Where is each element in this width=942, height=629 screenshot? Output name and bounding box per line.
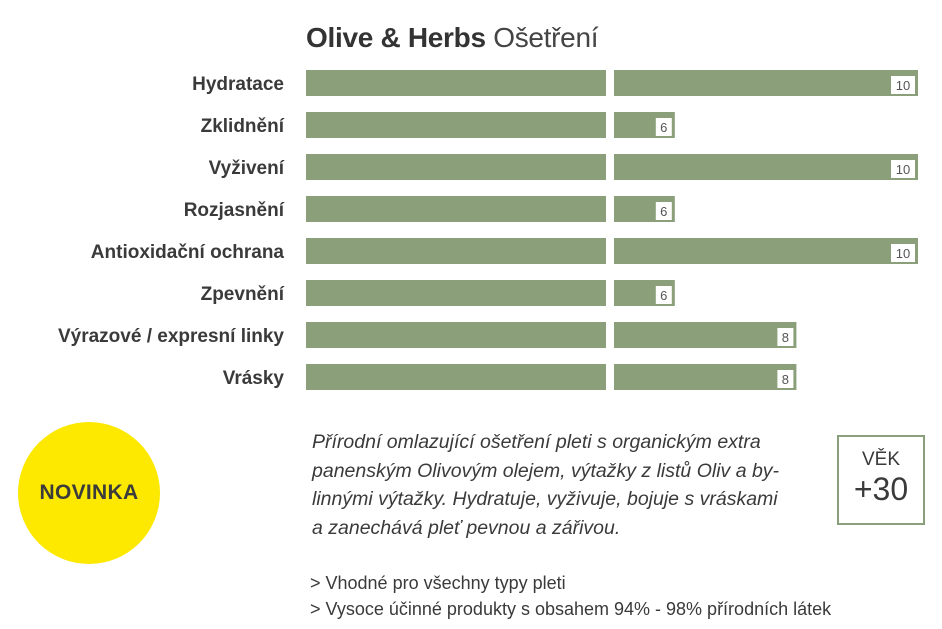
bar-base (306, 280, 606, 306)
bar-value (614, 70, 918, 96)
product-description: Přírodní omlazující ošetření pleti s org… (312, 428, 832, 542)
bar-base (306, 154, 606, 180)
category-label: Hydratace (192, 74, 284, 95)
value-label: 10 (896, 246, 910, 261)
description-line: Přírodní omlazující ošetření pleti s org… (312, 431, 761, 453)
value-label: 8 (782, 372, 789, 387)
value-label-box (777, 328, 794, 346)
age-box: VĚK +30 (837, 435, 925, 525)
value-label: 6 (660, 120, 667, 135)
age-label: VĚK (861, 449, 901, 470)
value-label-box (655, 202, 672, 220)
bar-base (306, 238, 606, 264)
bar-value (614, 364, 797, 390)
description-line: panenským Olivovým olejem, výtažky z lis… (312, 459, 780, 482)
bar-base (306, 70, 606, 96)
value-label-box (891, 244, 915, 262)
bar-base (306, 196, 606, 222)
value-label-box (777, 370, 794, 388)
novinka-badge: NOVINKA (18, 422, 160, 564)
value-label-box (891, 76, 915, 94)
bar-base (306, 112, 606, 138)
category-label: Vrásky (223, 368, 285, 389)
description-line: linnými výtažky. Hydratuje, vyživuje, bo… (312, 488, 778, 510)
value-label-box (655, 118, 672, 136)
category-label: Výrazové / expresní linky (58, 326, 284, 347)
category-label: Zpevnění (201, 284, 285, 305)
value-label-box (891, 160, 915, 178)
badge-label: NOVINKA (39, 481, 139, 504)
value-label: 10 (896, 78, 910, 93)
bar-base (306, 364, 606, 390)
category-label: Zklidnění (201, 116, 285, 137)
category-label: Antioxidační ochrana (91, 242, 285, 263)
title-brand: Olive & Herbs (306, 22, 486, 53)
chart-title: Olive & Herbs Ošetření (306, 22, 599, 54)
value-label: 6 (660, 288, 667, 303)
category-label: Rozjasnění (184, 200, 285, 221)
bar-value (614, 154, 918, 180)
description-line: a zanechává pleť pevnou a zářivou. (312, 516, 621, 539)
bar-chart: Hydratace 10 Zklidnění 6 Vyživení 10 Rozjasněn… (58, 70, 918, 390)
value-label: 10 (896, 162, 910, 177)
bar-value (614, 238, 918, 264)
age-value: +30 (853, 471, 909, 507)
bar-value (614, 322, 797, 348)
title-subtitle: Ošetření (493, 22, 599, 53)
value-label: 8 (782, 330, 789, 345)
value-label: 6 (660, 204, 667, 219)
bar-base (306, 322, 606, 348)
notes-list: > Vhodné pro všechny typy pleti > Vysoce… (310, 570, 831, 622)
note-item: > Vysoce účinné produkty s obsahem 94% -… (310, 599, 832, 619)
note-item: > Vhodné pro všechny typy pleti (310, 573, 566, 593)
category-label: Vyživení (209, 158, 285, 179)
value-label-box (655, 286, 672, 304)
